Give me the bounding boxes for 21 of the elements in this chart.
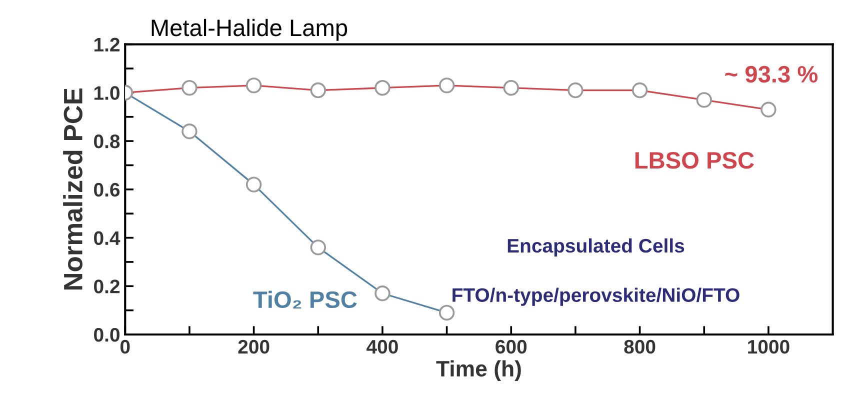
annotation: ~ 93.3 % (725, 66, 818, 83)
chart-title: Metal-Halide Lamp (152, 18, 348, 41)
text: 1.0 (94, 86, 120, 100)
text: 0.0 (94, 328, 120, 342)
x-tick-label: 1000 (748, 340, 790, 354)
x-tick-label: 800 (624, 340, 656, 354)
annotation: FTO/n-type/perovskite/NiO/FTO (452, 288, 740, 306)
x-tick-label: 400 (366, 340, 398, 354)
y-axis-title: Normalized PCE (63, 88, 82, 290)
y-tick-label: 1.2 (94, 38, 120, 52)
y-tick-label: 0.6 (94, 182, 120, 197)
y-tick-label: 0.4 (94, 231, 120, 246)
x-tick-label: 0 (120, 340, 130, 354)
x-tick-label: 600 (496, 340, 527, 354)
series-label: LBSO PSC (635, 152, 754, 169)
series-label: TiO₂ PSC (253, 290, 357, 309)
y-tick-label: 0.2 (94, 280, 120, 294)
x-tick-label: 200 (238, 340, 270, 354)
x-axis-title: Time (h) (436, 360, 521, 381)
annotation: Encapsulated Cells (508, 238, 684, 257)
y-tick-label: 0.8 (94, 134, 120, 148)
